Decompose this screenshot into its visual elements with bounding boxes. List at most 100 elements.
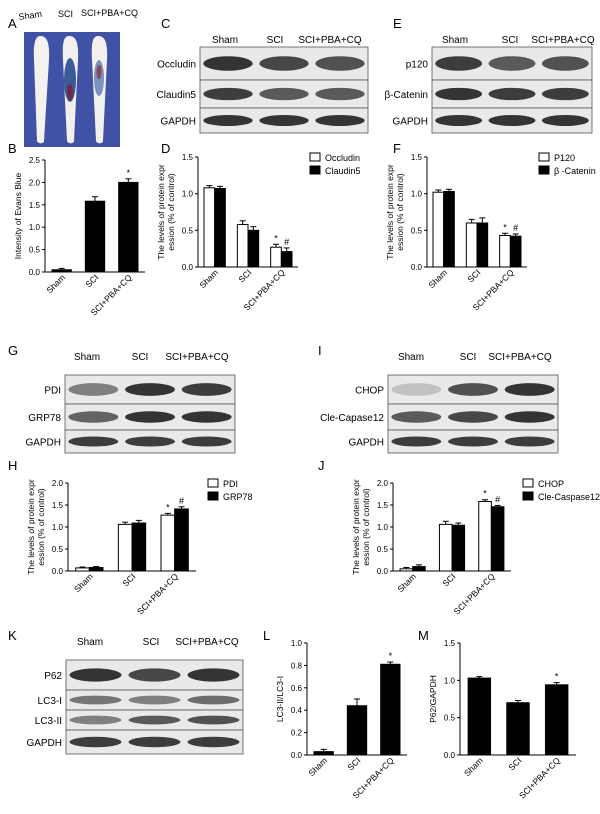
blot-column-label: SCI [502, 35, 519, 46]
y-tick-label: 1.0 [291, 639, 303, 648]
blot-row-label: GRP78 [28, 413, 61, 424]
y-tick-label: 1.5 [52, 501, 64, 510]
x-tick-label: Sham [72, 571, 95, 594]
y-tick-label: 1.0 [52, 523, 64, 532]
x-tick-label: SCI+PBA+CQ [452, 571, 497, 616]
blot-band [541, 56, 589, 71]
blot-band [69, 715, 122, 725]
blot-column-label: SCI [132, 352, 149, 363]
bar [247, 229, 260, 268]
blot-band [259, 56, 309, 71]
blot-row-label: p120 [406, 60, 429, 71]
evans-blue-stain-sci [64, 58, 76, 102]
y-tick-label: 1.5 [444, 639, 456, 648]
blot-panel-c: Sham SCI SCI+PBA+CQ Occludin Claudin5 GAPDH [157, 35, 369, 134]
y-axis-label-line-2: ession (% of control) [36, 488, 46, 566]
blot-band [504, 436, 555, 447]
blot-band [181, 383, 232, 396]
y-axis-label-line-2: ession (% of control) [395, 173, 405, 251]
blot-column-label: SCI [143, 637, 160, 648]
panel-letter-i: I [318, 343, 322, 358]
blot-column-label: SCI+PBA+CQ [165, 352, 229, 363]
blot-band [259, 87, 309, 101]
x-tick-label: SCI [83, 272, 100, 289]
legend-label: Cle-Caspase12 [538, 492, 600, 502]
photo-label-treated: SCI+PBA+CQ [81, 8, 138, 18]
blot-row-label: LC3-II [35, 716, 62, 727]
y-axis-label-line-1: The levels of protein expr [351, 479, 361, 575]
bar [174, 508, 189, 572]
y-tick-label: 1.0 [182, 190, 194, 199]
y-tick-label: 2.0 [377, 479, 389, 488]
hemorrhage-treated [96, 65, 102, 79]
blot-column-label: SCI [267, 35, 284, 46]
y-tick-label: 0.5 [411, 226, 423, 235]
bar [451, 524, 466, 572]
blot-band [391, 436, 442, 447]
x-tick-label: SCI [465, 267, 482, 284]
y-tick-label: 1.5 [182, 153, 194, 162]
panel-letter-d: D [161, 141, 170, 156]
significance-marker: # [179, 496, 184, 506]
panel-letter-j: J [318, 458, 325, 473]
y-tick-label: 0.0 [182, 263, 194, 272]
blot-band [435, 87, 483, 101]
blot-band [187, 668, 240, 682]
significance-marker: # [495, 494, 500, 504]
blot-band [391, 383, 442, 396]
y-tick-label: 2.0 [52, 479, 64, 488]
bar [499, 234, 511, 268]
bar [118, 181, 139, 273]
bar [88, 566, 104, 572]
y-tick-label: 2.5 [29, 156, 41, 165]
significance-marker: * [483, 489, 487, 499]
blot-column-label: SCI [460, 352, 477, 363]
y-tick-label: 0.5 [444, 714, 456, 723]
blot-band [488, 87, 536, 101]
bar [465, 222, 478, 268]
x-tick-label: SCI [506, 755, 523, 772]
blot-row-label: GAPDH [392, 117, 428, 128]
chart-panel-h: 0.0 0.5 1.0 1.5 2.0 The levels of protein exp… [26, 478, 253, 616]
panel-letter-g: G [8, 343, 18, 358]
y-tick-label: 1.5 [411, 153, 423, 162]
blot-band [187, 695, 240, 705]
blot-panel-g: Sham SCI SCI+PBA+CQ PDI GRP78 GAPDH [25, 352, 236, 454]
x-tick-label: Sham [306, 755, 329, 778]
blot-band [203, 56, 253, 71]
blot-band [128, 736, 181, 748]
bar [443, 190, 455, 268]
legend-label: PDI [223, 479, 238, 489]
blot-band [187, 715, 240, 725]
bar [380, 663, 401, 756]
blot-band [391, 411, 442, 423]
blot-row-label: CHOP [355, 386, 384, 397]
x-tick-label: Sham [395, 571, 418, 594]
y-tick-label: 1.5 [377, 501, 389, 510]
y-tick-label: 0.5 [29, 246, 41, 255]
y-tick-label: 1.0 [29, 223, 41, 232]
blot-band [125, 411, 175, 423]
bar [280, 251, 293, 268]
legend-label: β -Catenin [554, 166, 596, 176]
bar [84, 200, 106, 273]
blot-row-label: β-Catenin [384, 90, 428, 101]
bar [438, 523, 453, 572]
bar [313, 751, 334, 756]
blot-band [448, 436, 498, 447]
bar [506, 702, 530, 756]
blot-band [69, 736, 122, 748]
bar [432, 191, 445, 268]
chart-panel-f: 0.0 0.5 1.0 1.5 The levels of protein expr es… [385, 152, 596, 312]
y-tick-label: 1.0 [411, 190, 423, 199]
x-tick-label: Sham [462, 755, 485, 778]
blot-column-label: SCI+PBA+CQ [531, 35, 595, 46]
bar [490, 506, 505, 572]
legend-label: GRP78 [223, 492, 253, 502]
x-tick-label: SCI [440, 571, 457, 588]
blot-band [125, 383, 175, 396]
blot-row-label: PDI [44, 386, 61, 397]
blot-panel-i: Sham SCI SCI+PBA+CQ CHOP Cle-Capase12 GAPDH [320, 352, 559, 454]
blot-row-label: LC3-I [38, 696, 62, 707]
